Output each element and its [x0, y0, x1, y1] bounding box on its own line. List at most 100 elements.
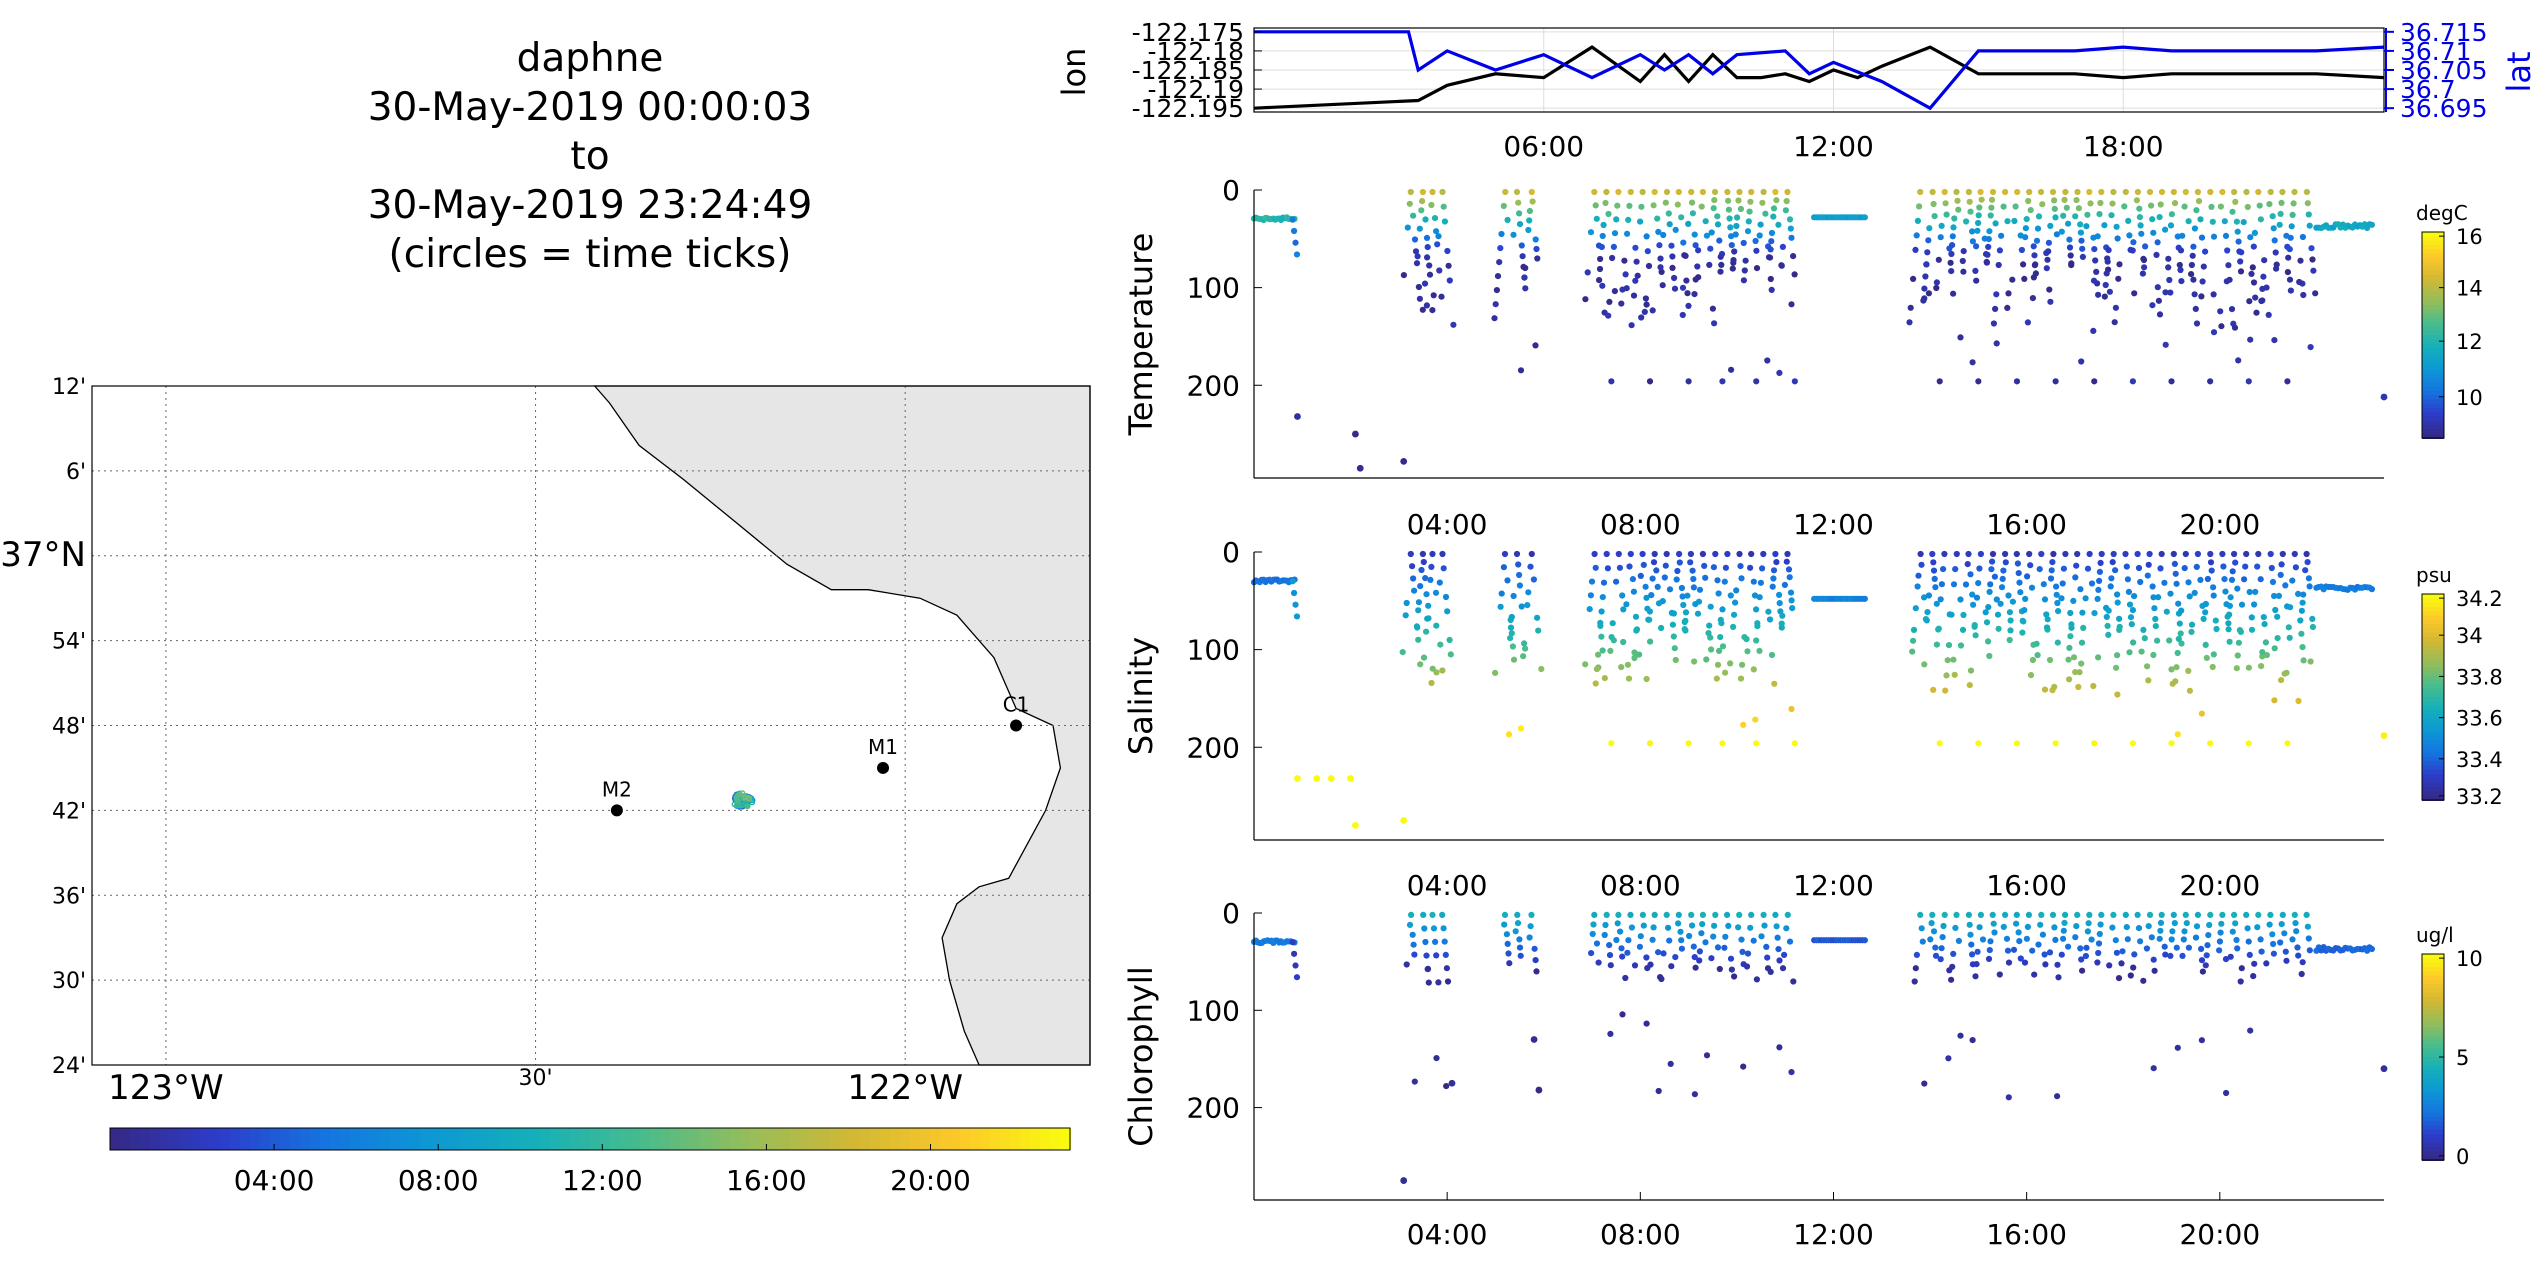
data-point — [1965, 188, 1972, 196]
colorbar-segment — [2422, 671, 2444, 677]
colorbar-segment — [2422, 1095, 2444, 1101]
colorbar-segment — [2422, 1022, 2444, 1028]
colorbar-segment — [2422, 988, 2444, 994]
data-point — [1925, 592, 1932, 599]
data-point — [2193, 320, 2201, 327]
time-colorbar-segment — [810, 1128, 821, 1150]
data-point — [2287, 234, 2294, 241]
data-point — [1912, 965, 1919, 972]
data-point — [1492, 301, 1499, 308]
data-point — [2292, 564, 2299, 571]
data-point — [1732, 599, 1739, 606]
data-point — [2058, 951, 2065, 958]
data-point — [1773, 197, 1780, 204]
time-colorbar-segment — [710, 1128, 721, 1150]
data-point — [1931, 575, 1938, 583]
series-line-lat — [1254, 30, 2385, 111]
data-point — [2006, 636, 2013, 644]
colorbar-segment — [2422, 757, 2444, 763]
data-point — [1936, 740, 1943, 747]
data-point — [1619, 286, 1626, 293]
data-point — [1764, 357, 1771, 364]
data-point — [1721, 944, 1728, 951]
data-point — [2198, 1037, 2205, 1044]
data-point — [2038, 550, 2045, 558]
data-point — [1621, 257, 1628, 264]
data-point — [1711, 922, 1718, 929]
data-point — [2193, 923, 2201, 930]
data-point — [2298, 970, 2305, 978]
nav-left-axis-label: lon — [1055, 48, 1093, 97]
data-point — [2168, 378, 2175, 385]
data-point — [1953, 550, 1960, 558]
data-point — [2198, 945, 2205, 953]
data-point — [1701, 562, 1708, 570]
data-point — [2104, 622, 2111, 630]
colorbar-segment — [2422, 420, 2444, 427]
data-point — [2186, 593, 2193, 600]
data-point — [1586, 606, 1593, 613]
data-point — [2194, 188, 2201, 196]
data-point — [2181, 203, 2188, 210]
data-point — [2171, 200, 2179, 207]
data-point — [1911, 978, 1918, 985]
data-point — [1505, 950, 1512, 957]
data-point — [2198, 710, 2205, 717]
data-point — [1421, 925, 1428, 932]
colorbar-tick-label: 34.2 — [2456, 587, 2503, 611]
data-point — [1601, 675, 1608, 682]
colorbar-segment — [2422, 718, 2444, 724]
colorbar-segment — [2422, 382, 2444, 388]
data-point — [2135, 564, 2143, 572]
data-point — [1521, 274, 1528, 281]
data-point — [1906, 319, 1913, 326]
data-point — [2203, 654, 2210, 662]
data-point — [1993, 596, 2000, 603]
data-point — [2145, 923, 2152, 930]
data-point — [1613, 578, 1620, 585]
data-point — [1913, 232, 1920, 239]
data-point — [1945, 1055, 1952, 1062]
data-point — [1949, 233, 1956, 240]
data-point — [2110, 188, 2117, 196]
data-point — [2257, 936, 2264, 943]
data-point — [1758, 933, 1765, 940]
data-point — [2303, 550, 2310, 558]
data-point — [2238, 965, 2245, 972]
data-point — [2124, 576, 2131, 583]
data-point — [1593, 940, 1601, 947]
data-point — [2305, 211, 2312, 218]
data-point — [2065, 220, 2072, 227]
data-point — [1620, 606, 1627, 613]
data-point — [1936, 378, 1943, 385]
map-lat-label: 36' — [52, 884, 86, 909]
data-point — [2238, 249, 2245, 256]
time-colorbar-label: 16:00 — [726, 1164, 807, 1197]
colorbar-segment — [2422, 769, 2444, 776]
data-point — [2107, 583, 2114, 590]
data-point — [1711, 197, 1718, 204]
data-point — [1914, 217, 1921, 224]
data-point — [2304, 559, 2311, 566]
data-point — [1292, 601, 1299, 608]
data-point — [2156, 311, 2164, 318]
data-point — [1293, 613, 1301, 620]
data-point — [2237, 258, 2244, 265]
series-line-lon — [1253, 45, 2385, 110]
data-point — [2167, 590, 2174, 597]
data-point — [2289, 577, 2296, 584]
data-point — [2000, 923, 2007, 931]
data-point — [1776, 600, 1783, 607]
data-point — [2138, 648, 2145, 655]
data-point — [1724, 911, 1731, 919]
data-point — [1740, 721, 1747, 729]
data-point — [2216, 938, 2223, 945]
time-colorbar-label: 04:00 — [234, 1164, 315, 1197]
colorbar-segment — [2422, 675, 2444, 681]
data-point — [1619, 1011, 1626, 1018]
track-point — [731, 801, 738, 808]
data-point — [1505, 731, 1513, 738]
data-point — [2074, 550, 2081, 558]
data-point — [2231, 324, 2239, 331]
data-point — [1507, 635, 1514, 642]
